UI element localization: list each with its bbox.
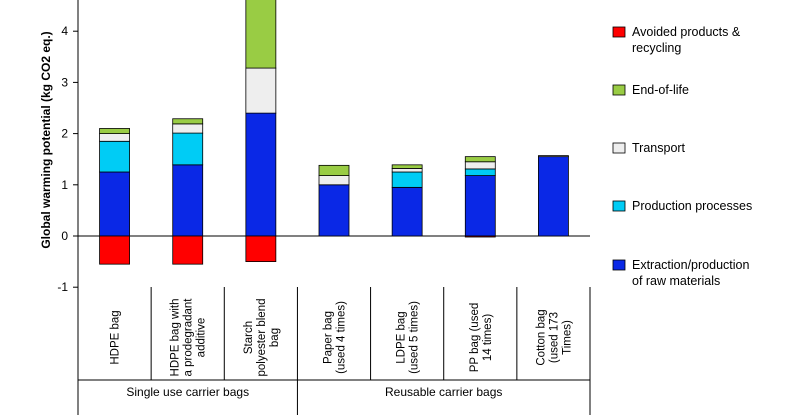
axes: -1 0 1 2 3 4 Global warming potential (kg CO2 …: [39, 0, 590, 294]
legend-swatch: [612, 200, 626, 212]
bar-segment: [172, 235, 204, 265]
bar-segment: [172, 132, 204, 166]
bar-segment: [172, 123, 204, 134]
x-tick-label: Cotton bag(used 173Times): [535, 309, 573, 365]
legend-swatch: [612, 84, 626, 96]
y-tick-label: -1: [57, 280, 68, 294]
y-tick-label: 4: [61, 24, 68, 38]
legend-label: Avoided products & recycling: [632, 25, 741, 55]
bar-segment: [464, 175, 496, 237]
x-tick-label: HDPE bag witha prodegradantadditive: [170, 298, 208, 377]
bar-segment: [464, 156, 496, 163]
bar-segment: [99, 128, 130, 134]
legend-swatch: [612, 259, 626, 271]
y-tick-label: 0: [61, 229, 68, 243]
y-tick-label: 3: [61, 75, 68, 89]
bar-segment: [172, 118, 204, 125]
x-axis-labels: HDPE bag HDPE bag witha prodegradantaddit…: [77, 287, 591, 415]
y-axis-title: Global warming potential (kg CO2 eq.): [39, 31, 53, 248]
legend-label: End-of-life: [632, 83, 689, 97]
legend-swatch: [612, 142, 626, 154]
bar-segment: [464, 161, 496, 170]
legend-label: Transport: [632, 141, 686, 155]
bar-segment: [99, 235, 130, 265]
bar-segment: [245, 112, 277, 237]
y-tick-label: 2: [61, 127, 68, 141]
x-tick-label: PP bag (used14 times): [469, 303, 494, 372]
bar-segment: [391, 164, 423, 169]
bar-segment: [99, 171, 130, 237]
bar-segment: [464, 168, 496, 176]
legend-swatch: [612, 26, 626, 38]
bar-segment: [172, 164, 204, 237]
bar-segment: [99, 133, 130, 142]
group-label: Reusable carrier bags: [385, 385, 502, 399]
legend-label: Extraction/production of raw materials: [632, 258, 749, 288]
bar-segment: [99, 140, 130, 173]
bar-segment: [318, 164, 350, 176]
bar-segment: [245, 67, 277, 114]
group-label: Single use carrier bags: [126, 385, 249, 399]
bar-segment: [391, 171, 423, 188]
bar-segment: [538, 155, 569, 158]
bar-segment: [391, 186, 423, 237]
legend: Avoided products & recycling End-of-life Tr…: [612, 25, 752, 288]
bar-segment: [318, 184, 350, 237]
x-tick-label: Starchpolyester blendbag: [243, 299, 281, 377]
x-tick-label: Paper bag(used 4 times): [323, 301, 348, 374]
bar-segment: [391, 168, 423, 173]
bar-segment: [245, 235, 277, 263]
x-tick-label: LDPE bag(used 5 times): [396, 301, 421, 374]
bar-segment: [245, 0, 277, 69]
bar-segment: [538, 156, 569, 237]
bar-segment: [464, 235, 496, 238]
bar-segment: [318, 175, 350, 186]
x-tick-label: HDPE bag: [110, 310, 122, 364]
y-tick-label: 1: [61, 178, 68, 192]
legend-label: Production processes: [632, 199, 752, 213]
bars: [99, 0, 569, 265]
